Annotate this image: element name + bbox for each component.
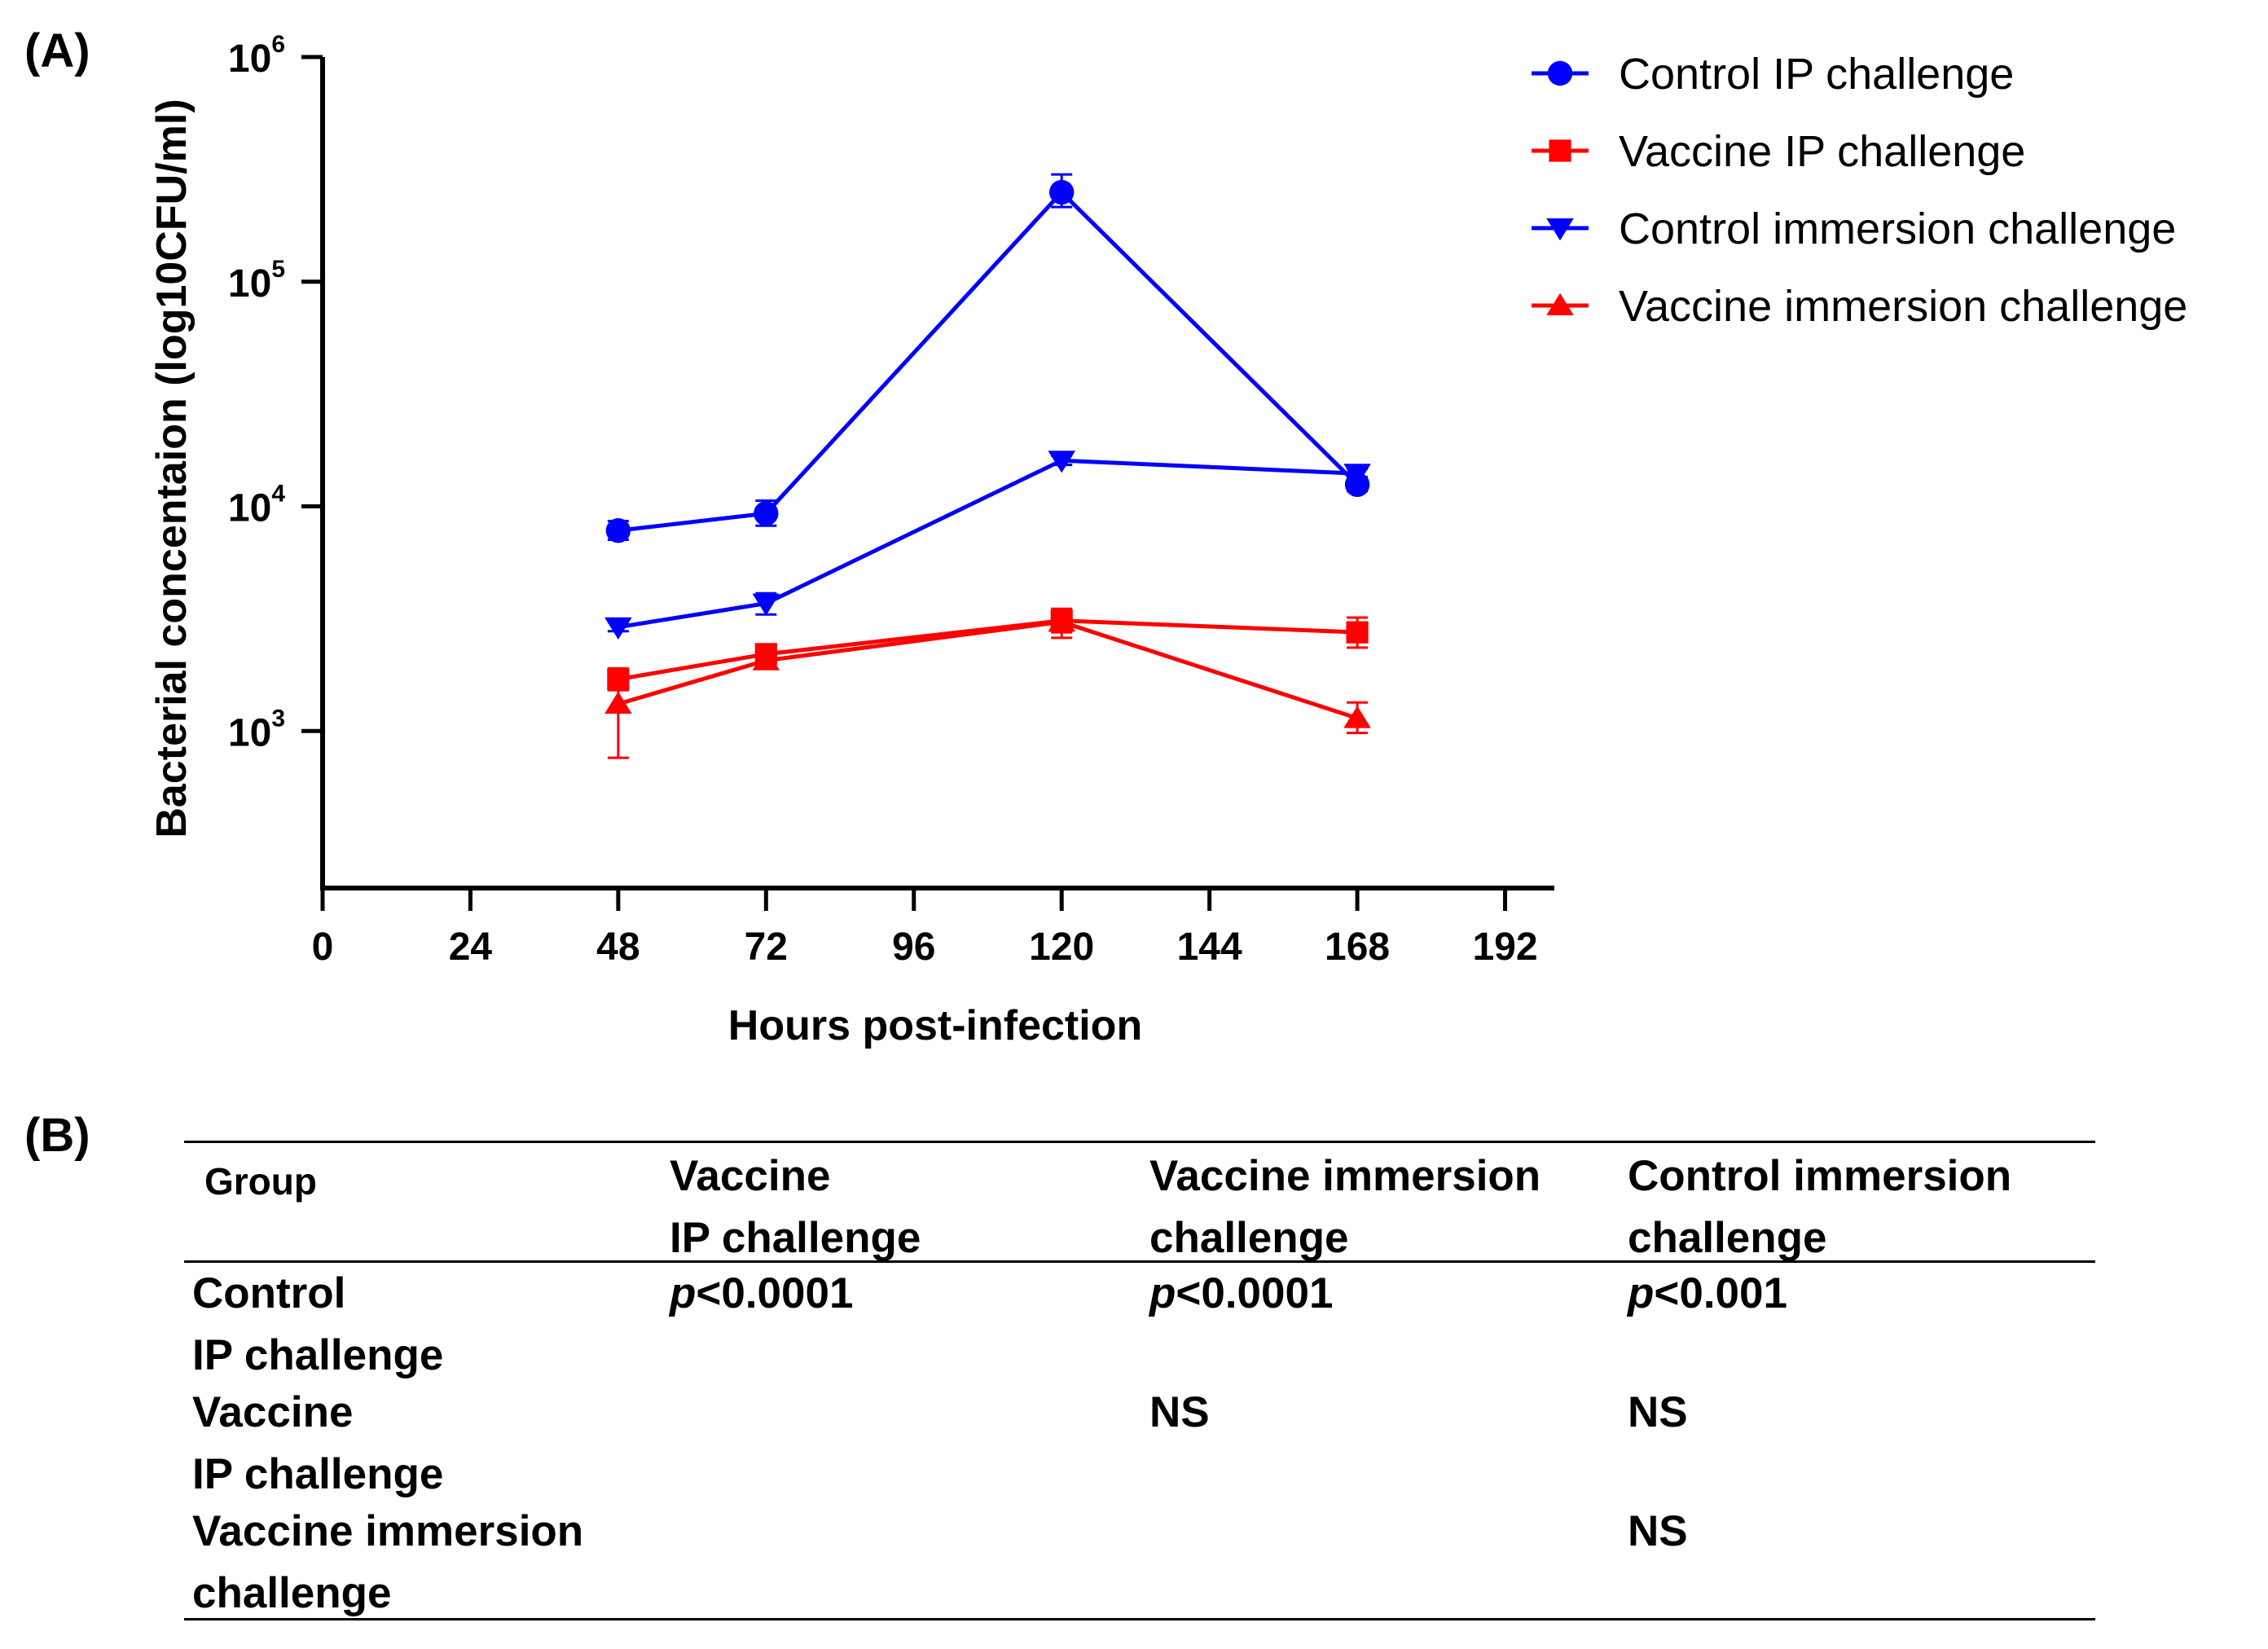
legend-label: Vaccine IP challenge (1619, 127, 2025, 176)
x-tick-label: 144 (1177, 926, 1242, 969)
legend-swatch-marker (1546, 292, 1574, 315)
header-group: Group (204, 1160, 317, 1203)
data-point (605, 518, 631, 543)
series-line (618, 189, 1359, 533)
table-bottom-rule (184, 1618, 2095, 1620)
row-group-vaccine-immersion: Vaccine immersion challenge (192, 1507, 584, 1617)
series-vaccine-ip-challenge (607, 607, 1369, 692)
x-tick-label: 120 (1029, 926, 1094, 969)
legend-swatch-marker (1547, 60, 1573, 86)
series-line (618, 619, 1358, 720)
cell-control-ip-vs-control-immersion: p<0.001 (1628, 1269, 1787, 1317)
data-point (1048, 609, 1075, 632)
series-line (618, 618, 1358, 682)
x-axis-title: Hours post-infection (728, 1002, 1142, 1049)
cell-vaccine-ip-vs-control-immersion: NS (1628, 1388, 1688, 1436)
row-group-vaccine-ip: Vaccine IP challenge (192, 1388, 444, 1498)
series-layer (604, 173, 1371, 759)
data-point (1343, 464, 1371, 486)
y-axis-title: Bacterial concentaion (log10CFU/ml) (148, 99, 196, 838)
panel-label-b: (B) (24, 1109, 90, 1162)
y-tick-label: 106 (228, 31, 285, 81)
cell-vaccine-immersion-vs-control-immersion: NS (1628, 1507, 1688, 1555)
legend-swatch-marker (1549, 139, 1571, 162)
data-point (752, 593, 780, 616)
legend-label: Control IP challenge (1619, 50, 2014, 99)
x-tick-label: 72 (745, 926, 788, 969)
legend-entry: Vaccine immersion challenge (1532, 282, 2187, 331)
cell-vaccine-ip-vs-vaccine-immersion: NS (1149, 1388, 1210, 1436)
x-tick-label: 96 (892, 926, 935, 969)
legend-entry: Control immersion challenge (1532, 204, 2176, 253)
series-control-ip-challenge (605, 173, 1370, 543)
table-top-rule (184, 1141, 2095, 1143)
x-tick-label: 168 (1325, 926, 1390, 969)
row-group-control-ip: Control IP challenge (192, 1269, 444, 1379)
y-tick-label: 105 (228, 256, 285, 306)
data-point (754, 500, 779, 526)
cell-control-ip-vs-vaccine-ip: p<0.0001 (670, 1269, 854, 1317)
header-control-immersion: Control immersion challenge (1628, 1152, 2012, 1262)
axes: 0 24 48 72 96 120 144 168 192 103 104 105 106 (228, 31, 1554, 969)
y-tick-label: 104 (228, 481, 285, 530)
data-point (752, 648, 780, 671)
x-tick-label: 48 (596, 926, 640, 969)
data-point (604, 691, 632, 715)
panel-label-a: (A) (24, 24, 90, 77)
legend: Control IP challenge Vaccine IP challenge… (1532, 50, 2187, 331)
data-point (604, 617, 632, 640)
line-chart: (A) 0 24 48 72 96 120 144 168 192 103 104 105 106 Co… (24, 24, 2187, 1049)
legend-label: Vaccine immersion challenge (1619, 282, 2187, 331)
x-tick-label: 24 (449, 926, 493, 969)
series-vaccine-immersion-challenge (604, 609, 1371, 759)
data-point (1343, 706, 1371, 728)
data-point (1048, 451, 1075, 473)
series-control-immersion-challenge (604, 451, 1371, 640)
data-point (1049, 179, 1075, 205)
data-point (1346, 621, 1369, 644)
header-vaccine-immersion: Vaccine immersion challenge (1149, 1152, 1541, 1262)
series-line (618, 458, 1358, 630)
legend-entry: Vaccine IP challenge (1532, 127, 2025, 176)
y-tick-label: 103 (228, 705, 285, 754)
legend-swatch-marker (1546, 218, 1574, 241)
x-tick-label: 0 (312, 926, 334, 969)
legend-label: Control immersion challenge (1619, 204, 2176, 253)
cell-control-ip-vs-vaccine-immersion: p<0.0001 (1149, 1269, 1334, 1317)
table-header-rule (184, 1260, 2095, 1263)
legend-entry: Control IP challenge (1532, 50, 2014, 99)
x-tick-label: 192 (1472, 926, 1537, 969)
header-vaccine-ip: Vaccine IP challenge (670, 1152, 921, 1262)
